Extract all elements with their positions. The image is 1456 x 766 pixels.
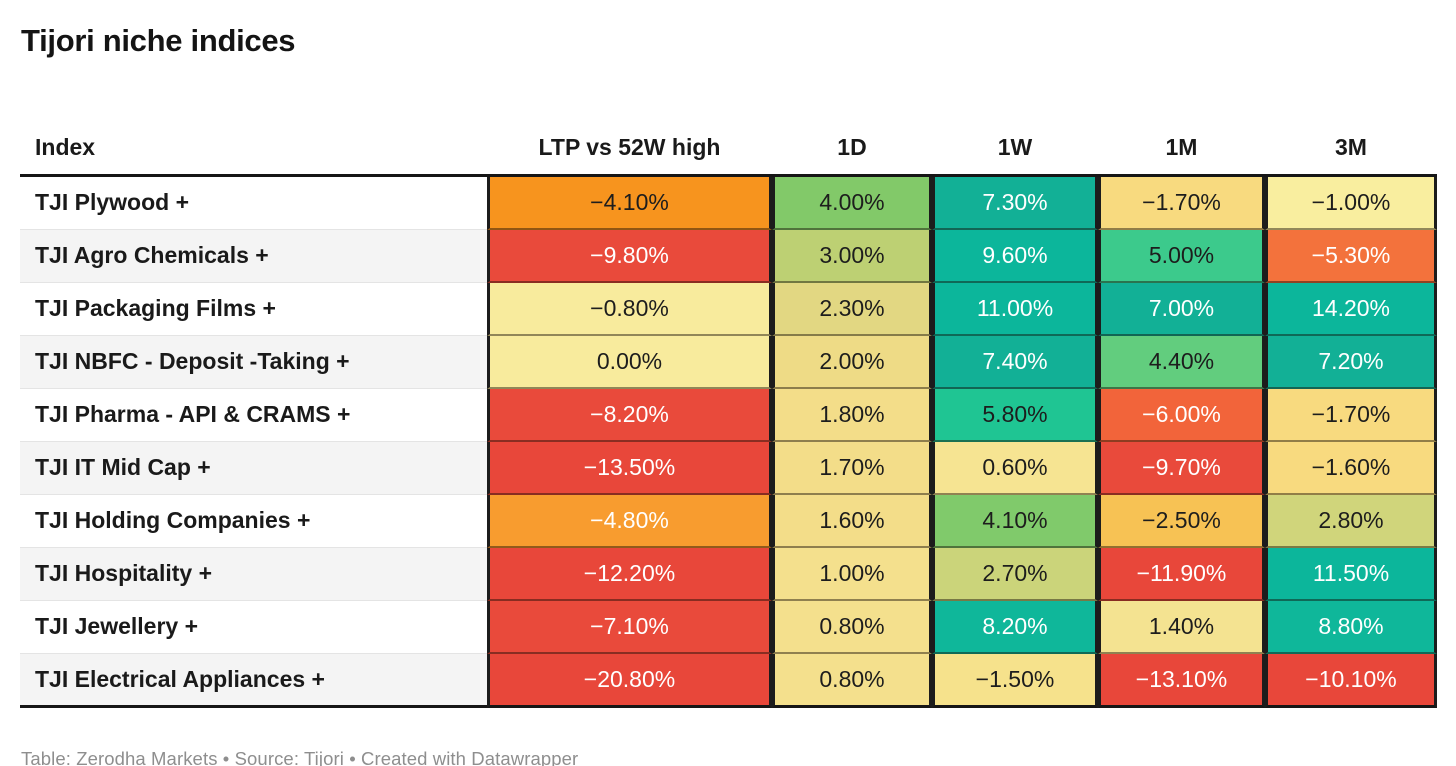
indices-table: Index LTP vs 52W high 1D 1W 1M 3M TJI Pl… [20, 60, 1437, 708]
index-cell[interactable]: TJI Holding Companies + [20, 494, 487, 548]
index-cell[interactable]: TJI Pharma - API & CRAMS + [20, 388, 487, 442]
heat-cell: 8.20% [932, 600, 1098, 654]
index-cell[interactable]: TJI Electrical Appliances + [20, 653, 487, 708]
footer-credit: Table: Zerodha Markets • Source: Tijori … [21, 747, 579, 766]
heat-cell: 7.30% [932, 176, 1098, 230]
heat-cell: −13.10% [1098, 653, 1265, 708]
index-cell[interactable]: TJI NBFC - Deposit -Taking + [20, 335, 487, 389]
heat-cell: 7.00% [1098, 282, 1265, 336]
heat-cell: 5.80% [932, 388, 1098, 442]
table-body: TJI Plywood + −4.10% 4.00% 7.30% −1.70% −1.00… [20, 176, 1437, 708]
table-row: TJI NBFC - Deposit -Taking +0.00% 2.00% 7.… [20, 335, 1437, 389]
index-cell[interactable]: TJI Agro Chemicals + [20, 229, 487, 283]
heat-cell: −9.80% [487, 229, 772, 283]
index-cell[interactable]: TJI Plywood + [20, 176, 487, 230]
heat-cell: 4.40% [1098, 335, 1265, 389]
header-row: Index LTP vs 52W high 1D 1W 1M 3M [20, 60, 1437, 177]
heat-cell: −2.50% [1098, 494, 1265, 548]
table-row: TJI Plywood + −4.10% 4.00% 7.30% −1.70% −1.00… [20, 176, 1437, 230]
table-row: TJI Pharma - API & CRAMS + −8.20% 1.80% 5.8… [20, 388, 1437, 442]
index-cell[interactable]: TJI Hospitality + [20, 547, 487, 601]
heat-cell: 4.00% [772, 176, 932, 230]
table-row: TJI Holding Companies + −4.80% 1.60% 4.10% −… [20, 494, 1437, 548]
heat-cell: 7.40% [932, 335, 1098, 389]
heat-cell: −10.10% [1265, 653, 1437, 708]
heat-cell: 0.80% [772, 653, 932, 708]
heat-cell: −7.10% [487, 600, 772, 654]
heat-cell: 14.20% [1265, 282, 1437, 336]
heat-cell: −1.00% [1265, 176, 1437, 230]
heat-cell: −4.80% [487, 494, 772, 548]
heat-cell: 1.80% [772, 388, 932, 442]
table-row: TJI Electrical Appliances + −20.80% 0.80% −… [20, 653, 1437, 708]
heat-cell: −1.70% [1098, 176, 1265, 230]
heat-cell: −4.10% [487, 176, 772, 230]
page-title: Tijori niche indices [21, 23, 296, 58]
heat-cell: 1.00% [772, 547, 932, 601]
heat-cell: 0.80% [772, 600, 932, 654]
heat-cell: 3.00% [772, 229, 932, 283]
heat-cell: 1.60% [772, 494, 932, 548]
heat-cell: 1.40% [1098, 600, 1265, 654]
col-header-index: Index [20, 60, 487, 177]
heat-cell: 4.10% [932, 494, 1098, 548]
heat-cell: 2.70% [932, 547, 1098, 601]
heat-cell: 2.30% [772, 282, 932, 336]
heat-cell: 9.60% [932, 229, 1098, 283]
heat-cell: 11.00% [932, 282, 1098, 336]
heat-cell: 11.50% [1265, 547, 1437, 601]
col-header-1d: 1D [772, 60, 932, 177]
heat-cell: 2.00% [772, 335, 932, 389]
heat-cell: −5.30% [1265, 229, 1437, 283]
heat-cell: 0.60% [932, 441, 1098, 495]
heat-cell: −9.70% [1098, 441, 1265, 495]
table-row: TJI Agro Chemicals + −9.80% 3.00% 9.60% 5.00… [20, 229, 1437, 283]
table-row: TJI Packaging Films + −0.80% 2.30% 11.00% 7.… [20, 282, 1437, 336]
heat-cell: 1.70% [772, 441, 932, 495]
heat-cell: −1.60% [1265, 441, 1437, 495]
table-header: Index LTP vs 52W high 1D 1W 1M 3M [20, 60, 1437, 177]
heat-cell: −20.80% [487, 653, 772, 708]
heat-cell: −11.90% [1098, 547, 1265, 601]
index-cell[interactable]: TJI IT Mid Cap + [20, 441, 487, 495]
heat-cell: 0.00% [487, 335, 772, 389]
heat-cell: −1.70% [1265, 388, 1437, 442]
col-header-1m: 1M [1098, 60, 1265, 177]
heat-cell: 8.80% [1265, 600, 1437, 654]
heat-cell: −6.00% [1098, 388, 1265, 442]
table-row: TJI Hospitality + −12.20% 1.00% 2.70% −11.90… [20, 547, 1437, 601]
table-row: TJI IT Mid Cap + −13.50% 1.70% 0.60% −9.70% −… [20, 441, 1437, 495]
col-header-3m: 3M [1265, 60, 1437, 177]
heat-cell: −0.80% [487, 282, 772, 336]
col-header-ltp-52w: LTP vs 52W high [487, 60, 772, 177]
heat-cell: −1.50% [932, 653, 1098, 708]
index-cell[interactable]: TJI Packaging Films + [20, 282, 487, 336]
heat-cell: −13.50% [487, 441, 772, 495]
col-header-1w: 1W [932, 60, 1098, 177]
heat-cell: 5.00% [1098, 229, 1265, 283]
table-row: TJI Jewellery + −7.10% 0.80% 8.20% 1.40% 8.80… [20, 600, 1437, 654]
heat-cell: −12.20% [487, 547, 772, 601]
index-cell[interactable]: TJI Jewellery + [20, 600, 487, 654]
heat-cell: −8.20% [487, 388, 772, 442]
heat-cell: 2.80% [1265, 494, 1437, 548]
heat-cell: 7.20% [1265, 335, 1437, 389]
